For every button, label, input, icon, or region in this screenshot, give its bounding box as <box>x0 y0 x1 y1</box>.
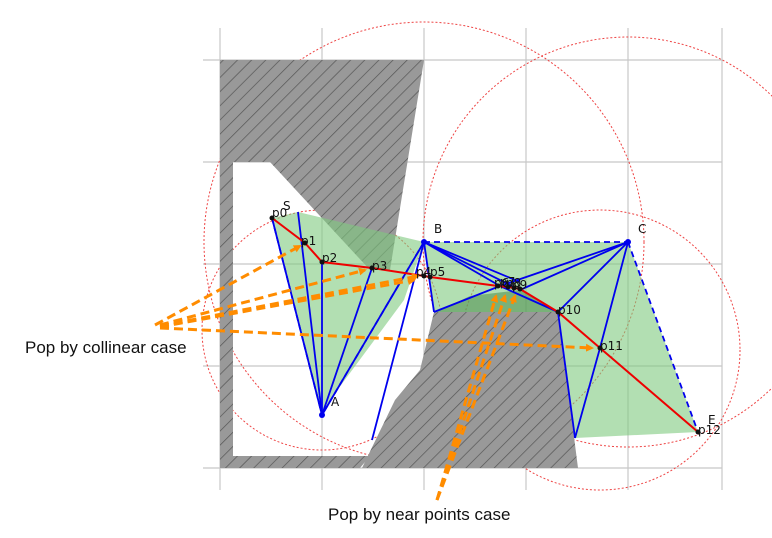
funnel-left <box>272 212 424 415</box>
label-p3: p3 <box>372 259 387 273</box>
label-p11: p11 <box>600 339 623 353</box>
label-E: E <box>708 413 716 427</box>
funnel-boundaries <box>271 217 699 433</box>
label-p8: p8 <box>506 276 521 290</box>
collinear-arrows <box>154 244 594 352</box>
label-p7: p7 <box>500 275 515 289</box>
obstacle-left-top <box>220 60 424 468</box>
label-p1: p1 <box>301 234 316 248</box>
label-p2: p2 <box>322 251 337 265</box>
label-A: A <box>331 395 340 409</box>
label-B: B <box>434 222 442 236</box>
near-point-arrows <box>435 294 517 501</box>
label-p9: p9 <box>512 278 527 292</box>
corner-points <box>319 239 631 418</box>
label-p0: p0 <box>272 206 287 220</box>
label-p6: p6 <box>494 276 509 290</box>
label-p5: p5 <box>430 265 445 279</box>
collinear-caption: Pop by collinear case <box>25 338 187 357</box>
label-S: S <box>283 199 291 213</box>
label-p12: p12 <box>698 423 721 437</box>
label-p10: p10 <box>558 303 581 317</box>
funnel-right <box>424 242 698 438</box>
label-p4: p4 <box>416 265 431 279</box>
label-C: C <box>638 222 646 236</box>
near-points-caption: Pop by near points case <box>328 505 511 524</box>
path-points <box>269 215 701 435</box>
point-labels: S p0 p1 p2 p3 p4 p5 p6 p7 p8 p9 p10 p11 … <box>272 199 721 437</box>
